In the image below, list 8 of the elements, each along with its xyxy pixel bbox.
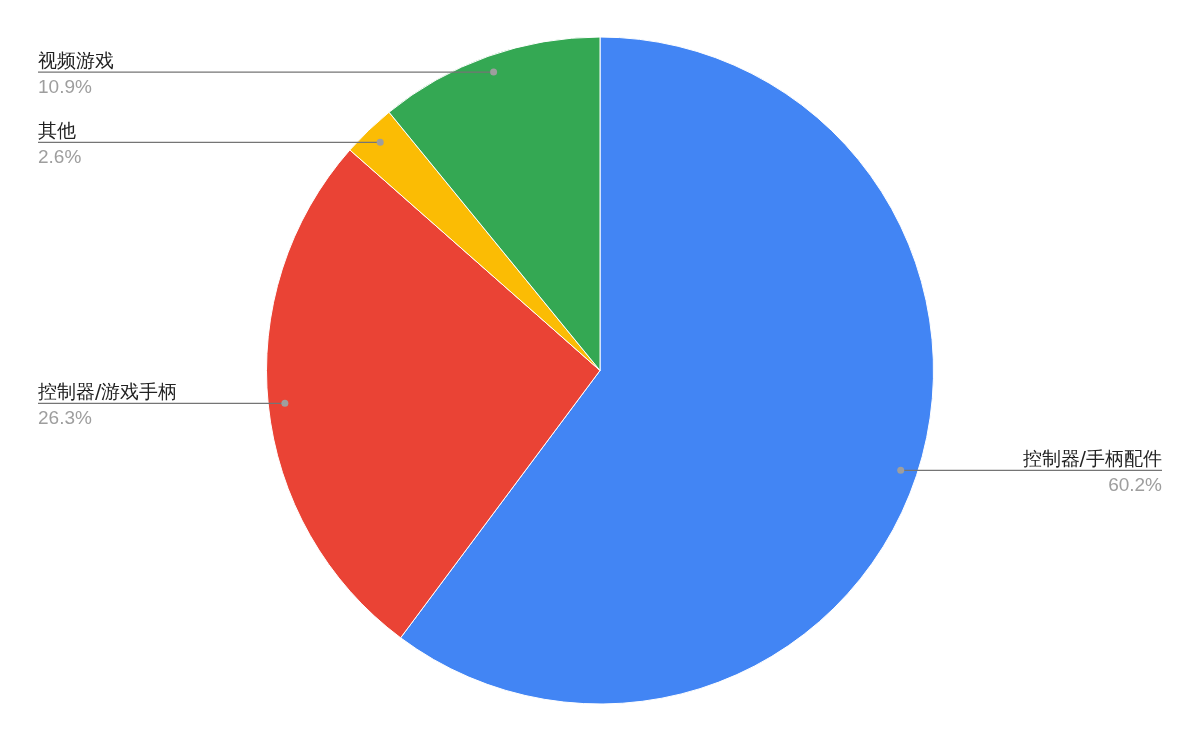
slice-label: 视频游戏 [38, 49, 114, 72]
slice-label: 控制器/手柄配件 [1022, 447, 1162, 470]
data-label: 10.9% [38, 76, 92, 98]
data-label: 2.6% [38, 146, 82, 168]
data-label: 26.3% [38, 407, 92, 429]
slice-label: 其他 [38, 119, 76, 142]
slice-label: 控制器/游戏手柄 [38, 380, 178, 403]
data-label: 60.2% [1108, 474, 1163, 496]
